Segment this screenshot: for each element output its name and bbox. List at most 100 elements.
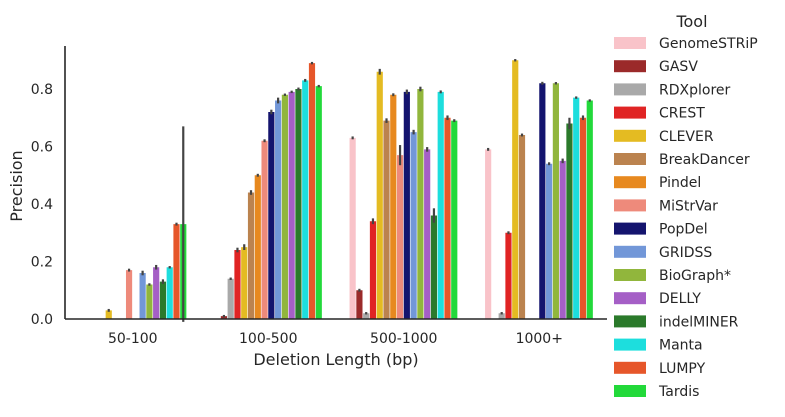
y-axis-title: Precision [7,150,26,221]
bar-manta-50-100 [166,267,173,319]
bar-breakdancer-500-1000 [383,120,390,319]
bar-biograph--100-500 [281,94,288,319]
bar-breakdancer-1000+ [518,135,526,319]
bar-biograph--50-100 [146,284,153,319]
bar-gridss-50-100 [139,273,146,319]
bar-biograph--500-1000 [417,89,424,319]
error-bar-group [107,59,591,322]
legend-label: GenomeSTRiP [659,36,758,52]
bar-delly-1000+ [559,160,566,320]
bar-rdxplorer-1000+ [498,313,505,319]
bar-indelminer-100-500 [295,89,302,319]
bar-pindel-100-500 [254,175,261,319]
bar-manta-1000+ [573,97,580,320]
bar-genomestrip-1000+ [485,149,492,320]
bar-lumpy-100-500 [308,63,316,320]
bar-clever-500-1000 [376,71,383,319]
legend-swatch [614,60,646,73]
bar-indelminer-50-100 [159,281,167,320]
legend-swatch [614,338,646,351]
bar-lumpy-50-100 [173,224,180,320]
bar-indelminer-500-1000 [430,215,438,319]
bar-group [105,60,593,320]
legend-label: indelMINER [659,314,739,330]
bar-genomestrip-500-1000 [349,137,356,320]
legend-label: LUMPY [659,361,706,377]
bar-gasv-500-1000 [356,290,363,319]
x-tick-labels: 50-100 100-500 500-1000 1000+ [108,331,563,347]
legend-label: Tardis [658,384,699,400]
bar-tardis-500-1000 [451,120,458,319]
bar-biograph--1000+ [552,83,559,319]
x-tick-label: 1000+ [516,331,563,347]
legend-swatch [614,37,646,49]
bar-lumpy-500-1000 [444,117,451,319]
legend-swatch [614,292,646,305]
y-tick-label: 0.2 [31,255,53,271]
legend-label: BreakDancer [659,152,750,168]
y-tick-label: 0.8 [31,82,53,98]
x-tick-label: 500-1000 [370,331,437,347]
legend-swatch [614,245,646,258]
bar-mistrvar-500-1000 [396,155,404,320]
legend-swatch [614,106,646,119]
bar-clever-1000+ [512,60,519,319]
bar-breakdancer-100-500 [247,192,255,319]
y-tick-label: 0.0 [31,312,53,328]
legend-swatch [614,269,646,281]
legend-label: CREST [659,106,705,122]
bar-manta-500-1000 [437,91,444,320]
bar-clever-50-100 [105,310,112,320]
bar-tardis-1000+ [586,100,593,319]
bar-tardis-100-500 [315,86,322,320]
legend-swatch [614,129,646,142]
legend-swatch [614,315,646,328]
bar-mistrvar-50-100 [125,270,133,320]
y-tick-label: 0.4 [31,197,53,213]
y-tick-labels: 0.0 0.2 0.4 0.6 0.8 [31,82,53,328]
bar-popdel-100-500 [268,112,275,319]
bar-delly-500-1000 [424,149,431,320]
bar-pindel-500-1000 [390,94,397,319]
bar-crest-1000+ [505,232,512,319]
legend-swatch [614,199,646,212]
legend-label: Manta [659,338,703,354]
legend-swatch [614,222,646,235]
legend-swatch [614,385,646,397]
bar-indelminer-1000+ [566,123,573,319]
bar-crest-100-500 [234,250,241,319]
legend-label: BioGraph* [659,268,731,284]
legend: GenomeSTRiP GASV RDXplorer CREST CLEVER Break… [614,36,758,400]
bar-gridss-100-500 [275,100,282,319]
x-tick-label: 50-100 [108,331,158,347]
legend-label: PopDel [659,222,708,238]
legend-label: GRIDSS [659,245,712,261]
x-tick-label: 100-500 [239,331,298,347]
bar-clever-100-500 [241,247,248,320]
legend-label: CLEVER [659,129,714,145]
y-tick-label: 0.6 [31,140,53,156]
legend-swatch [614,153,646,165]
legend-swatch [614,361,646,374]
bar-delly-50-100 [153,267,160,319]
bar-mistrvar-100-500 [261,140,268,319]
bar-popdel-500-1000 [403,91,410,320]
legend-swatch [614,83,646,96]
legend-title: Tool [675,12,707,31]
bar-gridss-1000+ [546,163,553,319]
bar-manta-100-500 [302,80,309,320]
legend-label: Pindel [659,175,701,191]
legend-swatch [614,176,646,189]
legend-label: MiStrVar [659,198,718,214]
bar-gridss-500-1000 [410,132,417,320]
bar-crest-500-1000 [369,221,377,319]
bar-delly-100-500 [288,91,295,320]
legend-label: RDXplorer [659,82,731,98]
bar-gasv-100-500 [220,316,228,320]
legend-label: GASV [659,59,698,75]
bar-rdxplorer-500-1000 [363,313,370,319]
legend-label: DELLY [659,291,701,307]
bar-popdel-1000+ [539,83,546,319]
bar-rdxplorer-100-500 [227,278,234,319]
